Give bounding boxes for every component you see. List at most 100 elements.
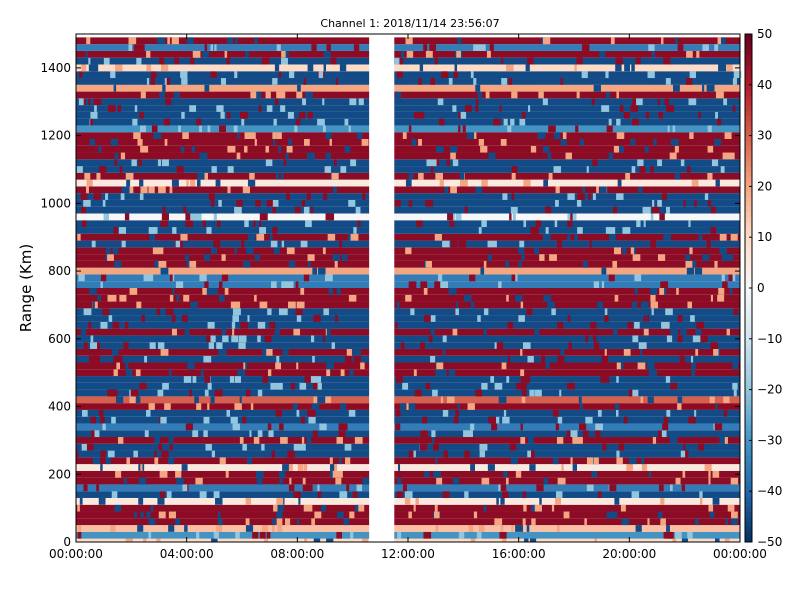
heatmap-row-cell bbox=[76, 403, 370, 410]
heatmap-speckle bbox=[144, 430, 149, 438]
heatmap-speckle bbox=[508, 78, 513, 85]
heatmap-speckle bbox=[175, 281, 184, 288]
heatmap-speckle bbox=[641, 464, 648, 471]
heatmap-speckle bbox=[501, 78, 508, 85]
heatmap-speckle bbox=[239, 111, 246, 119]
heatmap-speckle bbox=[307, 111, 313, 119]
colorbar-segment bbox=[745, 242, 752, 248]
heatmap-speckle bbox=[244, 145, 248, 153]
heatmap-speckle bbox=[203, 430, 208, 438]
heatmap-speckle bbox=[443, 450, 449, 458]
heatmap-speckle bbox=[616, 376, 619, 383]
heatmap-speckle bbox=[612, 206, 618, 214]
heatmap-speckle bbox=[448, 369, 456, 377]
heatmap-speckle bbox=[599, 186, 607, 194]
heatmap-row-cell bbox=[76, 118, 370, 126]
heatmap-speckle bbox=[167, 37, 170, 45]
heatmap-speckle bbox=[124, 321, 129, 329]
heatmap-speckle bbox=[494, 518, 503, 526]
heatmap-speckle bbox=[318, 71, 324, 79]
colorbar-segment bbox=[745, 252, 752, 259]
heatmap-speckle bbox=[334, 159, 337, 167]
heatmap-speckle bbox=[551, 504, 555, 512]
heatmap-speckle bbox=[502, 536, 507, 542]
heatmap-speckle bbox=[350, 233, 359, 241]
heatmap-speckle bbox=[402, 382, 409, 390]
heatmap-speckle bbox=[689, 247, 693, 255]
heatmap-speckle bbox=[686, 50, 693, 58]
heatmap-speckle bbox=[395, 423, 401, 431]
heatmap-speckle bbox=[470, 464, 476, 471]
heatmap-speckle bbox=[688, 416, 696, 424]
heatmap-speckle bbox=[677, 44, 684, 51]
heatmap-speckle bbox=[234, 247, 238, 255]
heatmap-speckle bbox=[232, 315, 236, 322]
heatmap-speckle bbox=[136, 57, 142, 65]
heatmap-speckle bbox=[295, 118, 301, 126]
heatmap-speckle bbox=[146, 409, 151, 417]
heatmap-speckle bbox=[352, 491, 358, 498]
heatmap-speckle bbox=[707, 145, 714, 153]
heatmap-speckle bbox=[483, 504, 487, 512]
heatmap-speckle bbox=[560, 348, 565, 356]
heatmap-speckle bbox=[530, 145, 537, 153]
colorbar-segment bbox=[745, 115, 752, 121]
heatmap-speckle bbox=[518, 315, 525, 322]
heatmap-speckle bbox=[288, 484, 295, 492]
heatmap-speckle bbox=[687, 166, 691, 173]
heatmap-speckle bbox=[100, 464, 103, 471]
heatmap-speckle bbox=[219, 294, 225, 302]
heatmap-speckle bbox=[505, 477, 509, 485]
colorbar-segment bbox=[745, 521, 752, 528]
heatmap-row-cell bbox=[76, 423, 370, 431]
heatmap-speckle bbox=[130, 389, 139, 397]
heatmap-speckle bbox=[604, 308, 608, 316]
colorbar-segment bbox=[745, 79, 752, 86]
colorbar-segment bbox=[745, 450, 752, 457]
heatmap-speckle bbox=[234, 403, 242, 410]
heatmap-speckle bbox=[288, 301, 295, 309]
colorbar-segment bbox=[745, 460, 752, 467]
heatmap-speckle bbox=[670, 382, 677, 390]
heatmap-speckle bbox=[647, 518, 650, 526]
heatmap-speckle bbox=[453, 416, 459, 424]
heatmap-speckle bbox=[249, 172, 255, 180]
heatmap-speckle bbox=[329, 470, 336, 478]
heatmap-speckle bbox=[458, 111, 462, 119]
heatmap-speckle bbox=[528, 105, 531, 112]
heatmap-speckle bbox=[124, 213, 130, 221]
heatmap-speckle bbox=[616, 362, 623, 370]
heatmap-speckle bbox=[362, 477, 370, 485]
heatmap-speckle bbox=[105, 247, 111, 255]
heatmap-speckle bbox=[146, 511, 151, 519]
heatmap-speckle bbox=[254, 294, 257, 302]
heatmap-speckle bbox=[277, 525, 283, 532]
heatmap-speckle bbox=[606, 125, 613, 133]
heatmap-speckle bbox=[240, 321, 249, 329]
heatmap-speckle bbox=[686, 267, 695, 275]
chart-title: Channel 1: 2018/11/14 23:56:07 bbox=[320, 17, 499, 30]
heatmap-speckle bbox=[125, 536, 133, 542]
heatmap-speckle bbox=[339, 491, 348, 498]
colorbar-segment bbox=[745, 191, 752, 198]
heatmap-speckle bbox=[696, 335, 705, 343]
heatmap-speckle bbox=[669, 152, 677, 160]
heatmap-speckle bbox=[557, 477, 566, 485]
heatmap-speckle bbox=[93, 98, 102, 106]
heatmap-speckle bbox=[182, 132, 189, 139]
heatmap-speckle bbox=[538, 91, 544, 99]
heatmap-speckle bbox=[691, 362, 696, 370]
heatmap-speckle bbox=[313, 315, 321, 322]
heatmap-row-cell bbox=[394, 342, 740, 349]
heatmap-row-cell bbox=[76, 531, 370, 539]
heatmap-speckle bbox=[616, 118, 621, 126]
heatmap-speckle bbox=[520, 376, 529, 383]
heatmap-speckle bbox=[168, 457, 175, 465]
heatmap-speckle bbox=[243, 362, 247, 370]
heatmap-speckle bbox=[339, 457, 342, 465]
heatmap-speckle bbox=[161, 64, 169, 72]
heatmap-speckle bbox=[266, 105, 273, 112]
heatmap-speckle bbox=[89, 288, 97, 295]
heatmap-speckle bbox=[448, 288, 457, 295]
heatmap-speckle bbox=[247, 315, 250, 322]
